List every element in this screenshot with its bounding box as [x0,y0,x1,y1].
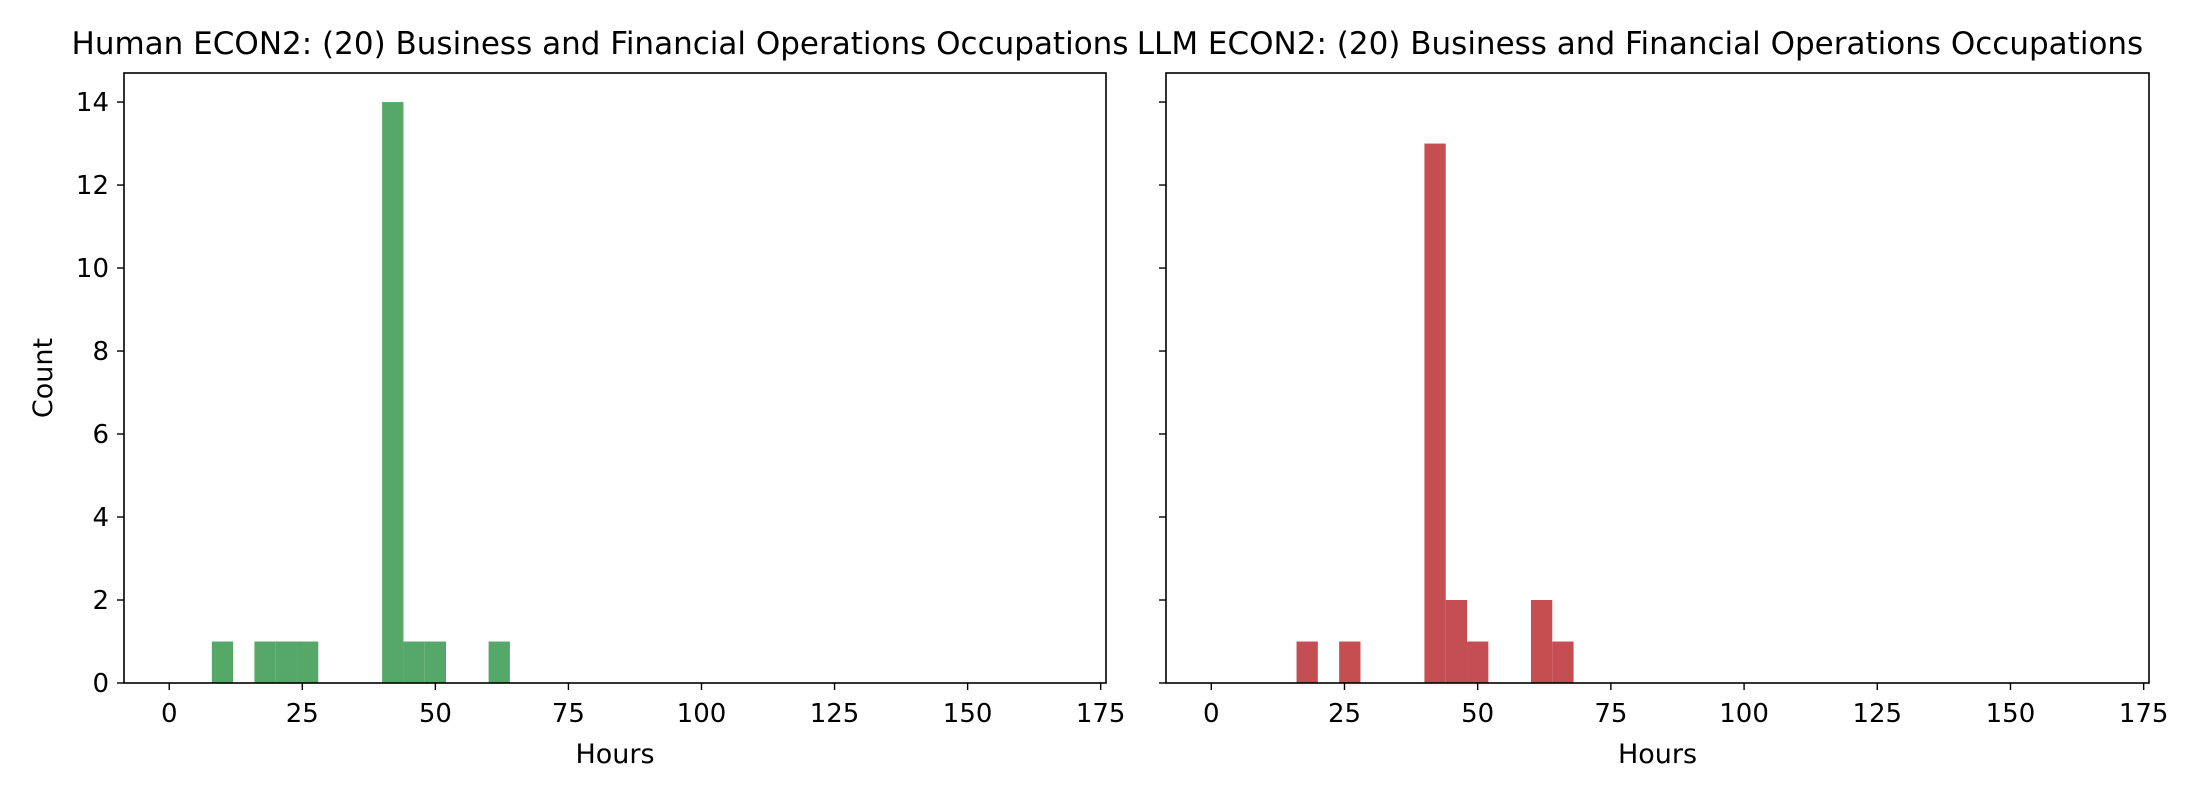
x-tick-label: 0 [1203,699,1220,729]
y-tick-label: 10 [76,254,109,284]
x-tick-label: 0 [161,699,178,729]
histogram-bar [211,641,234,683]
y-tick-label: 12 [76,171,109,201]
chart-title: LLM ECON2: (20) Business and Financial O… [1137,26,2143,62]
x-tick-label: 50 [1461,699,1494,729]
x-tick-label: 125 [1852,699,1902,729]
histogram-bar [1530,600,1553,683]
y-tick-label: 6 [92,420,109,450]
x-tick-label: 150 [943,699,993,729]
histogram-bar [1296,641,1318,683]
y-tick-label: 8 [92,337,109,367]
x-tick-label: 175 [1076,699,1126,729]
x-tick-label: 75 [552,699,585,729]
y-tick-label: 4 [92,503,109,533]
x-tick-label: 150 [1986,699,2036,729]
histogram-bar [382,102,404,684]
y-axis-ticks: 0 2 4 6 8 10 12 14 [76,88,124,699]
x-axis-ticks: 0 25 50 75 100 125 150 175 [161,683,1126,729]
histogram-bar [403,641,425,683]
y-axis-label: Count [28,338,59,418]
x-tick-label: 50 [419,699,452,729]
x-tick-label: 75 [1594,699,1627,729]
y-tick-label: 0 [92,669,109,699]
histogram-bar [1339,641,1361,683]
histogram-bar [1445,600,1468,683]
x-tick-label: 100 [677,699,727,729]
y-tick-label: 14 [76,88,109,118]
histogram-bars [1296,143,1574,684]
x-axis-label: Hours [575,739,654,770]
x-tick-label: 25 [286,699,319,729]
chart-title: Human ECON2: (20) Business and Financial… [72,26,1129,62]
histogram-bar [275,641,297,683]
axes-frame [123,72,1107,684]
histogram-bar [424,641,447,683]
histogram-bar [1467,641,1489,683]
histogram-panel-1: 0 25 50 75 100 125 150 175 0 2 4 6 8 10 12 14 Hours Count… [28,26,1128,770]
histogram-bars [211,102,510,684]
histogram-panel-2: 0 25 50 75 100 125 150 175 Hours LLM ECON2: (20) … [1137,26,2169,770]
axes-frame [1165,72,2150,684]
y-axis-ticks [1159,101,1166,684]
x-tick-label: 100 [1719,699,1769,729]
x-axis-label: Hours [1618,739,1697,770]
histogram-bar [296,641,319,683]
x-tick-label: 25 [1328,699,1361,729]
x-tick-label: 175 [2119,699,2169,729]
histogram-bar [254,641,276,683]
histogram-bar [488,641,510,683]
x-tick-label: 125 [810,699,860,729]
histogram-bar [1424,143,1446,684]
histogram-bar [1552,641,1574,683]
y-tick-label: 2 [92,586,109,616]
x-axis-ticks: 0 25 50 75 100 125 150 175 [1203,683,2168,729]
